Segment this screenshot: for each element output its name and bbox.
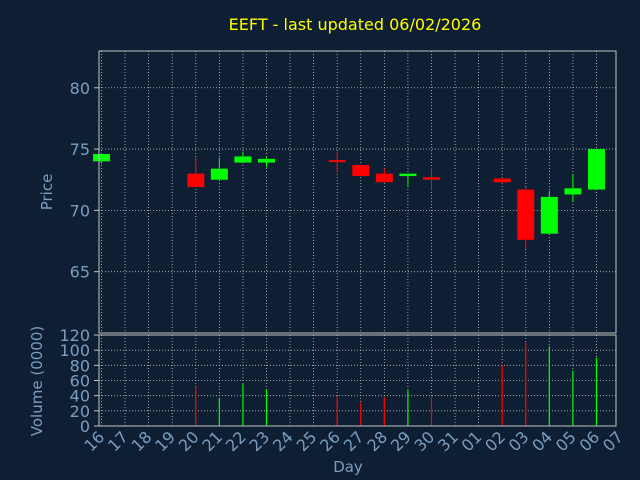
price-tick-label: 65 — [70, 263, 90, 282]
price-tick-label: 70 — [70, 201, 90, 220]
candle — [422, 167, 440, 191]
price-tick-label: 80 — [70, 79, 90, 98]
candle-body — [257, 158, 275, 163]
candle — [564, 174, 582, 202]
x-axis-label: Day — [333, 458, 363, 476]
candle — [517, 187, 535, 249]
volume-tick-label: 20 — [70, 402, 90, 421]
candle — [540, 190, 558, 234]
candle — [234, 151, 252, 163]
price-tick-labels: 65 70 75 80 — [70, 79, 99, 282]
volume-tick-label: 100 — [59, 341, 90, 360]
candle-body — [564, 188, 582, 195]
price-plot-frame — [98, 50, 617, 334]
candle — [375, 168, 393, 183]
volume-tick-label: 120 — [59, 326, 90, 345]
chart-title: EEFT - last updated 06/02/2026 — [229, 15, 482, 34]
candle — [399, 173, 417, 188]
candle — [493, 178, 511, 184]
candle-body — [93, 153, 110, 162]
volume-axis-label: Volume (0000) — [28, 326, 46, 436]
volume-tick-label: 40 — [70, 387, 90, 406]
candle-body — [375, 173, 393, 183]
candle-body — [352, 165, 370, 177]
candle-body — [328, 160, 346, 163]
price-axis-label: Price — [38, 174, 56, 211]
candle-body — [587, 149, 605, 190]
candle — [257, 156, 275, 168]
candle — [352, 165, 370, 177]
candle-body — [210, 168, 228, 180]
candle-body — [187, 173, 205, 188]
candle — [587, 149, 605, 190]
candle-body — [517, 189, 535, 240]
price-tick-label: 75 — [70, 140, 90, 159]
candle-body — [493, 178, 511, 183]
volume-tick-label: 60 — [70, 372, 90, 391]
volume-tick-label: 80 — [70, 356, 90, 375]
volume-tick-label: 0 — [80, 417, 90, 436]
candle — [210, 157, 228, 180]
candle — [328, 151, 346, 173]
volume-plot-frame — [98, 334, 617, 427]
candle-body — [540, 196, 558, 234]
candle — [187, 157, 205, 188]
x-tick-labels: 1617181920212223242526272829303101020304… — [80, 427, 626, 455]
candle-body — [399, 173, 417, 177]
candle — [93, 153, 110, 164]
candle-body — [234, 156, 252, 163]
candle-body — [422, 177, 440, 180]
volume-bars — [195, 342, 598, 426]
candles — [93, 149, 605, 249]
